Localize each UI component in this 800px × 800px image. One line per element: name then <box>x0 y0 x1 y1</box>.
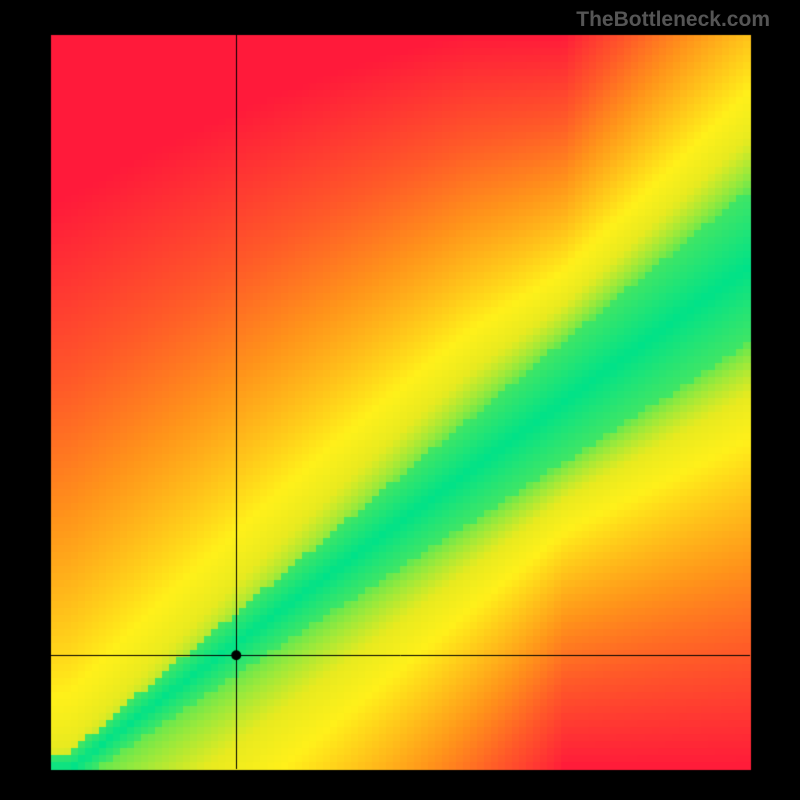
heatmap-canvas <box>0 0 800 800</box>
chart-container: TheBottleneck.com <box>0 0 800 800</box>
watermark-text: TheBottleneck.com <box>576 8 770 32</box>
